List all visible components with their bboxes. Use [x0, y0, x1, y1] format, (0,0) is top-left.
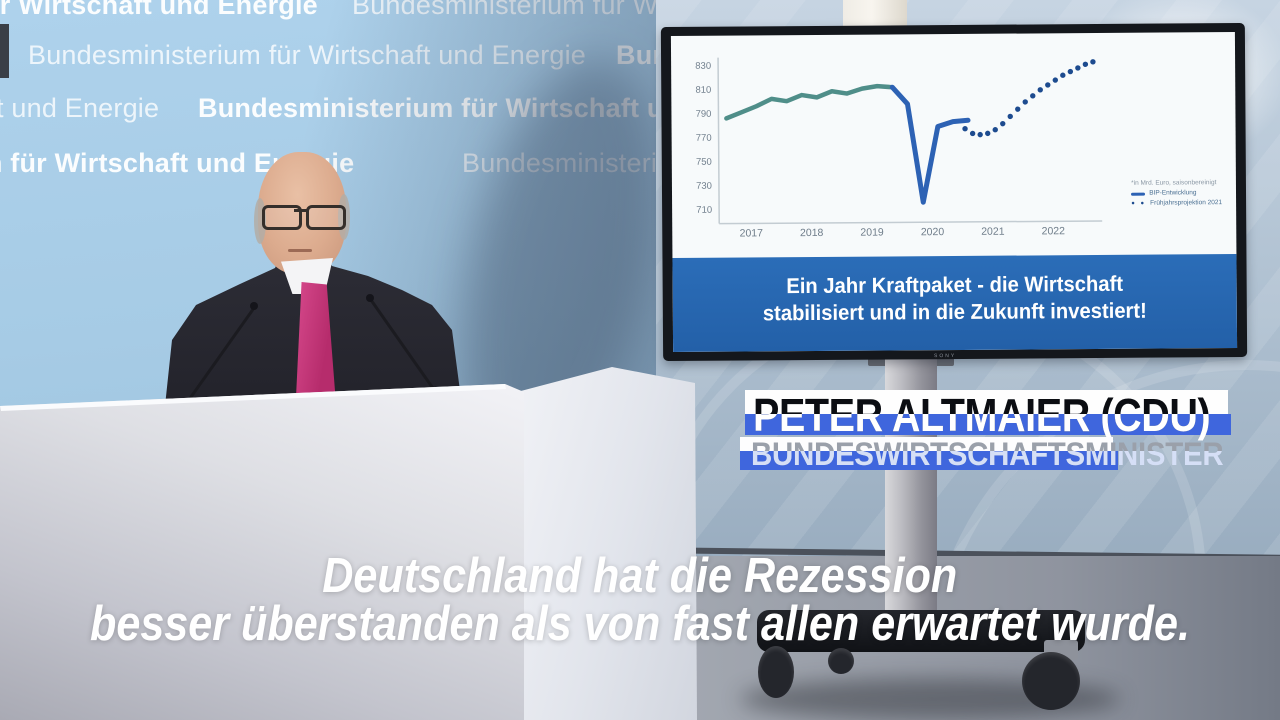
lower-third-band-white — [745, 390, 1228, 414]
speaker-role-knockout: BUNDESWIRTSCHAFTSMINISTER — [751, 436, 1224, 472]
backdrop-text: Bundesministerium für Wirtschaft und Ene… — [28, 40, 586, 71]
svg-text:750: 750 — [696, 157, 712, 168]
lower-third-band2-white — [740, 437, 1113, 451]
svg-text:2022: 2022 — [1042, 225, 1066, 237]
glasses — [262, 203, 346, 230]
banner-line1: Ein Jahr Kraftpaket - die Wirtschaft — [786, 271, 1124, 299]
svg-text:810: 810 — [695, 85, 711, 96]
caster-wheel — [828, 648, 854, 674]
speaker-name-knockout: PETER ALTMAIER (CDU) — [753, 389, 1211, 441]
tv-display: 710 730 750 770 790 810 830 2017 2018 2019 2020 202… — [660, 22, 1248, 362]
speaker-name: PETER ALTMAIER (CDU) — [753, 389, 1211, 441]
monitor-edge — [0, 24, 9, 78]
legend-dots-swatch: ● ● — [1131, 200, 1147, 207]
svg-text:770: 770 — [696, 133, 712, 144]
chart-unit-note: *in Mrd. Euro, saisonbereinigt — [1131, 179, 1217, 187]
mic-capsule-left — [250, 302, 258, 310]
legend-label-projection: Frühjahrsprojektion 2021 — [1150, 199, 1223, 207]
banner-line2: stabilisiert und in die Zukunft investie… — [762, 298, 1147, 326]
lower-third-band-blue — [745, 414, 1231, 435]
podium-front — [0, 384, 524, 720]
tv-screen: 710 730 750 770 790 810 830 2017 2018 2019 2020 202… — [670, 32, 1238, 352]
svg-text:2017: 2017 — [740, 227, 764, 239]
tv-brand-logo: SONY — [934, 352, 957, 360]
backdrop-text: Bundesministerium für W — [462, 148, 668, 179]
svg-text:2021: 2021 — [981, 226, 1005, 238]
svg-text:2020: 2020 — [921, 226, 945, 238]
svg-text:830: 830 — [695, 61, 711, 72]
subtitle: Deutschland hat die Rezession besser übe… — [0, 549, 1280, 651]
lower-third-band2-blue — [740, 451, 1118, 470]
legend-line-swatch — [1131, 192, 1146, 196]
svg-text:730: 730 — [696, 181, 712, 192]
backdrop-text: m für Wirtschaft und Energie — [0, 0, 318, 21]
svg-text:790: 790 — [696, 109, 712, 120]
subtitle-line2: besser überstanden als von fast allen er… — [90, 597, 1190, 651]
svg-text:710: 710 — [696, 205, 712, 216]
backdrop-text: Bundesministerium für Wirtschaft und E — [198, 93, 668, 124]
caster-wheel — [758, 646, 794, 698]
gdp-chart: 710 730 750 770 790 810 830 2017 2018 2019 2020 202… — [695, 57, 1103, 239]
tv-cart-base — [757, 610, 1085, 652]
mouth — [288, 249, 312, 252]
mic-capsule-right — [366, 294, 374, 302]
speaker-head — [258, 152, 346, 274]
subtitle-line1: Deutschland hat die Rezession — [322, 549, 958, 603]
svg-text:2018: 2018 — [800, 227, 824, 239]
chart-legend: *in Mrd. Euro, saisonbereinigt BIP-Entwi… — [1131, 178, 1222, 209]
tv-banner: Ein Jahr Kraftpaket - die Wirtschaft sta… — [672, 254, 1238, 352]
speaker-role: BUNDESWIRTSCHAFTSMINISTER — [751, 436, 1224, 472]
backdrop-text: Bundesministerium für Wirtschaft und Ene… — [352, 0, 668, 21]
backdrop-text: t und Energie — [0, 93, 159, 124]
podium-side-panel — [517, 367, 697, 720]
svg-text:2019: 2019 — [860, 226, 884, 238]
legend-label-bip: BIP-Entwicklung — [1149, 189, 1197, 197]
caster-wheel — [1022, 652, 1080, 710]
